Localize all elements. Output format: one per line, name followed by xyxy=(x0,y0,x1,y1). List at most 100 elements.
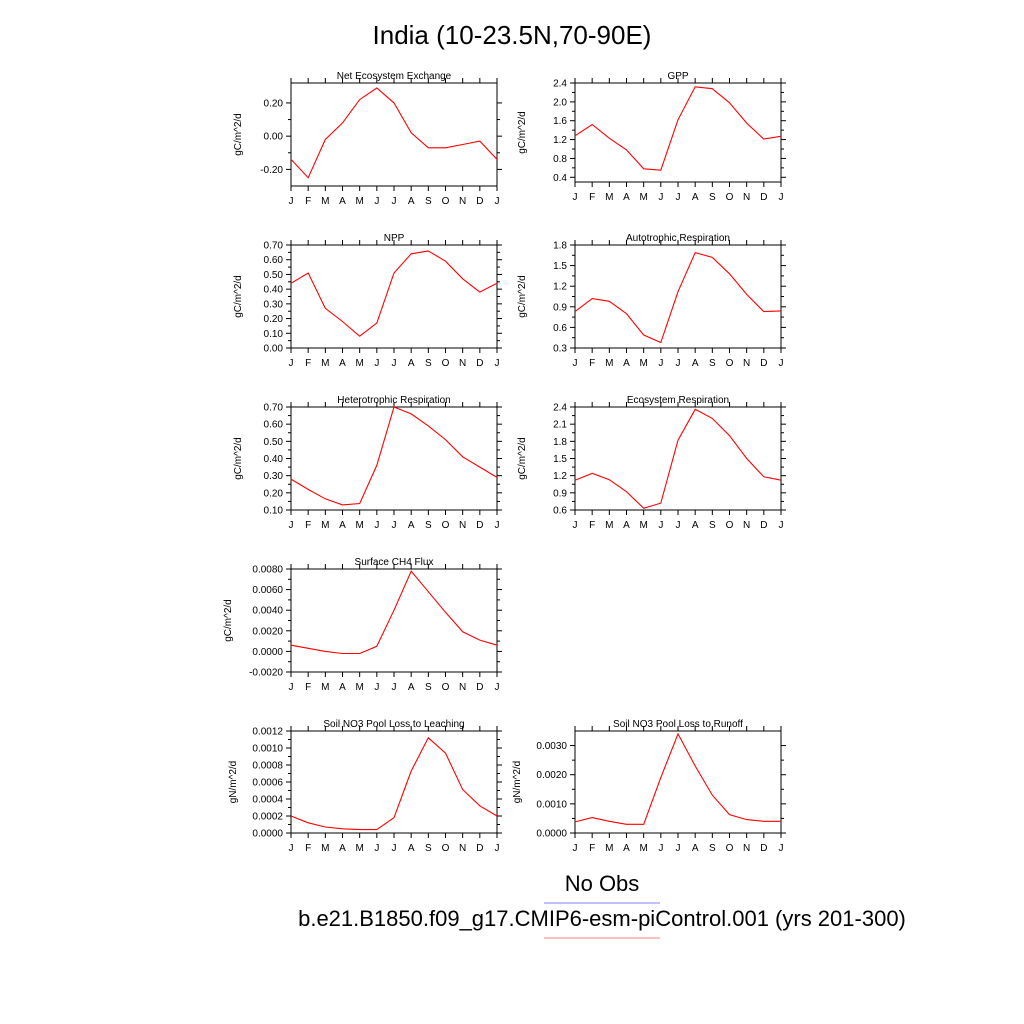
panel-8: Soil NO3 Pool Loss to Leaching 0.0000 0.00… xyxy=(228,719,502,854)
x-tick-label: D xyxy=(476,843,483,854)
panel-9: Soil NO3 Pool Loss to Runoff 0.0000 0.0010… xyxy=(512,719,786,854)
series-line xyxy=(574,251,782,344)
plot-frame xyxy=(574,730,782,834)
x-tick-label: A xyxy=(408,520,415,531)
x-tick-label: J xyxy=(374,682,379,693)
x-tick-label: M xyxy=(321,682,329,693)
x-tick-label: J xyxy=(289,520,294,531)
x-tick-label: O xyxy=(442,196,450,207)
figure-title: India (10-23.5N,70-90E) xyxy=(373,20,652,50)
x-tick-label: M xyxy=(639,843,647,854)
x-tick-label: O xyxy=(442,843,450,854)
x-tick-label: A xyxy=(623,358,630,369)
panel-title: Surface CH4 Flux xyxy=(355,557,434,568)
x-tick-label: J xyxy=(495,843,500,854)
y-axis-label: gC/m^2/d xyxy=(517,111,528,154)
x-tick-label: J xyxy=(495,196,500,207)
y-tick-label: 0.3 xyxy=(553,344,567,355)
panel-1: Net Ecosystem Exchange-0.200.000.20J F M A M… xyxy=(233,71,502,207)
x-tick-label: D xyxy=(760,358,767,369)
x-tick-label: D xyxy=(760,843,767,854)
y-tick-label: 0.00 xyxy=(264,344,284,355)
plot-frame xyxy=(290,244,498,349)
x-tick-label: A xyxy=(692,192,699,203)
x-tick-label: A xyxy=(692,520,699,531)
panel-title: Soil NO3 Pool Loss to Runoff xyxy=(613,719,743,730)
panel-4: Autotrophic Respiration 0.3 0.6 0.9 1.2 1.5 1.… xyxy=(517,233,786,369)
y-tick-label: -0.0020 xyxy=(249,668,283,679)
x-tick-label: N xyxy=(459,358,466,369)
x-tick-label: N xyxy=(743,192,750,203)
x-tick-label: J xyxy=(658,843,663,854)
x-tick-label: S xyxy=(709,520,716,531)
panels: Net Ecosystem Exchange-0.200.000.20J F M A M… xyxy=(223,71,786,854)
x-tick-label: M xyxy=(321,196,329,207)
y-tick-label: 0.60 xyxy=(264,420,284,431)
y-tick-label: 1.8 xyxy=(553,437,567,448)
panel-5: Heterotrophic Respiration 0.10 0.20 0.30 0.4… xyxy=(233,395,502,531)
y-tick-label: 0.0000 xyxy=(252,829,283,840)
x-tick-label: A xyxy=(339,358,346,369)
x-tick-label: S xyxy=(709,843,716,854)
x-tick-label: J xyxy=(779,192,784,203)
x-tick-label: M xyxy=(605,358,613,369)
y-tick-label: 0.0060 xyxy=(252,585,283,596)
y-tick-label: 0.0006 xyxy=(252,778,283,789)
y-tick-label: -0.20 xyxy=(260,165,283,176)
x-tick-label: D xyxy=(760,520,767,531)
x-tick-label: J xyxy=(392,843,397,854)
y-tick-label: 0.0010 xyxy=(536,799,567,810)
x-tick-label: S xyxy=(425,682,432,693)
x-tick-label: N xyxy=(459,520,466,531)
x-tick-label: J xyxy=(289,358,294,369)
panel-title: GPP xyxy=(667,71,688,82)
x-tick-label: J xyxy=(495,358,500,369)
x-tick-label: M xyxy=(355,682,363,693)
x-tick-label: A xyxy=(623,520,630,531)
x-tick-label: N xyxy=(459,196,466,207)
x-tick-label: O xyxy=(442,520,450,531)
x-tick-label: J xyxy=(573,520,578,531)
x-tick-label: M xyxy=(639,358,647,369)
panel-title: NPP xyxy=(384,233,405,244)
y-tick-label: 0.20 xyxy=(264,314,284,325)
y-tick-label: 0.40 xyxy=(264,285,284,296)
plot-frame xyxy=(290,568,498,673)
x-tick-label: A xyxy=(408,358,415,369)
x-tick-label: J xyxy=(289,196,294,207)
x-tick-label: F xyxy=(305,196,311,207)
x-tick-label: M xyxy=(321,520,329,531)
x-tick-label: J xyxy=(374,358,379,369)
x-tick-label: J xyxy=(658,192,663,203)
series-line xyxy=(574,86,782,171)
series-line xyxy=(290,736,498,831)
x-tick-label: M xyxy=(605,843,613,854)
x-tick-label: F xyxy=(589,520,595,531)
x-tick-label: A xyxy=(692,843,699,854)
panel-title: Autotrophic Respiration xyxy=(626,233,730,244)
x-tick-label: J xyxy=(392,196,397,207)
x-tick-label: J xyxy=(779,843,784,854)
x-tick-label: F xyxy=(305,682,311,693)
y-tick-label: 0.9 xyxy=(553,302,567,313)
series-line xyxy=(290,250,498,337)
x-tick-label: J xyxy=(658,520,663,531)
x-tick-label: O xyxy=(726,192,734,203)
x-tick-label: J xyxy=(658,358,663,369)
y-tick-label: 0.0020 xyxy=(252,626,283,637)
x-tick-label: M xyxy=(639,520,647,531)
x-tick-label: A xyxy=(408,843,415,854)
y-axis-label: gN/m^2/d xyxy=(228,761,239,804)
x-tick-label: J xyxy=(289,682,294,693)
x-tick-label: M xyxy=(355,358,363,369)
plot-frame xyxy=(574,244,782,349)
x-tick-label: D xyxy=(760,192,767,203)
y-tick-label: 0.8 xyxy=(553,154,567,165)
series-line xyxy=(290,87,498,179)
x-tick-label: J xyxy=(392,520,397,531)
series-line xyxy=(574,732,781,825)
y-tick-label: 0.10 xyxy=(264,506,284,517)
x-tick-label: A xyxy=(408,196,415,207)
x-tick-label: F xyxy=(589,843,595,854)
